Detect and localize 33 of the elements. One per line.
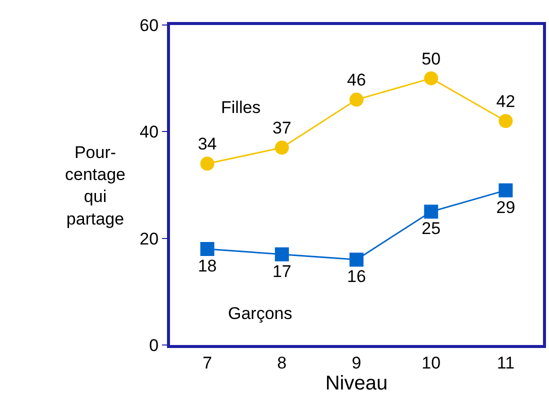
text: Garçons bbox=[228, 304, 292, 323]
data-label: 37 bbox=[272, 118, 292, 138]
series-label: Filles bbox=[221, 98, 261, 117]
point bbox=[498, 114, 513, 128]
data-label: 42 bbox=[496, 92, 516, 111]
point bbox=[274, 140, 289, 155]
x-tick-label: 8 bbox=[277, 353, 287, 372]
point bbox=[274, 247, 289, 262]
y-tick-label: 40 bbox=[140, 122, 159, 142]
y-tick-label: 60 bbox=[140, 16, 159, 35]
data-label: 16 bbox=[347, 267, 366, 286]
x-tick-label: 7 bbox=[202, 353, 212, 372]
data-label: 17 bbox=[272, 262, 292, 281]
y-tick-label: 0 bbox=[149, 336, 159, 355]
point bbox=[424, 71, 438, 86]
point bbox=[350, 252, 364, 267]
data-label: 34 bbox=[198, 134, 217, 154]
data-label: 50 bbox=[422, 49, 441, 68]
x-axis-title: Niveau bbox=[325, 372, 388, 394]
data-label: 29 bbox=[496, 198, 516, 217]
x-tick-label: 9 bbox=[352, 353, 362, 372]
data-label: 18 bbox=[198, 256, 217, 276]
data-label: 25 bbox=[422, 219, 441, 238]
x-tick-label: 10 bbox=[422, 353, 441, 372]
point bbox=[350, 92, 364, 107]
y-axis-title: Pour- centage qui partage bbox=[65, 143, 126, 228]
point bbox=[498, 183, 513, 198]
point bbox=[200, 242, 214, 256]
data-label: 46 bbox=[347, 70, 366, 90]
y-tick-label: 20 bbox=[140, 229, 159, 248]
point bbox=[424, 204, 438, 219]
point bbox=[200, 156, 214, 171]
x-tick-label: 11 bbox=[496, 353, 515, 372]
